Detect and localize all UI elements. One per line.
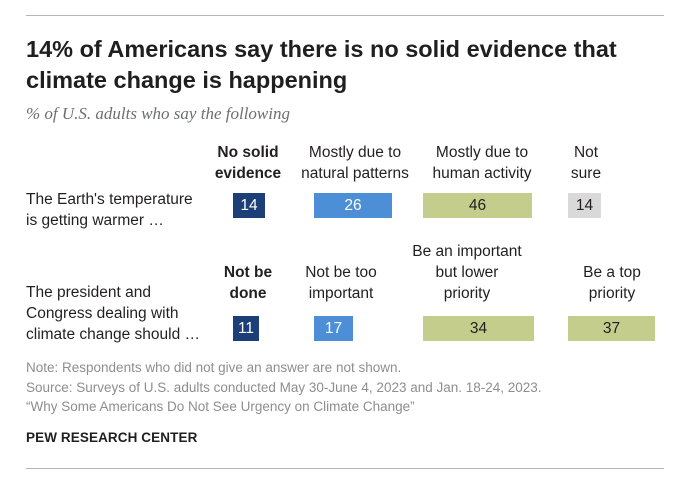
row2-label: The president and Congress dealing with …: [26, 284, 201, 343]
row1-bar-not-sure: [568, 193, 601, 218]
row1-value-not-sure: 14: [575, 197, 594, 214]
row1-value-no-solid-evidence: 14: [240, 197, 258, 214]
bottom-rule: [26, 468, 664, 469]
row1-col2-header: Mostly due to natural patterns: [301, 144, 409, 182]
row1-bar-no-solid-evidence: [233, 193, 265, 218]
row2-col2-header: Not be too important: [305, 264, 377, 302]
row2-col1-header: Not be done: [223, 264, 273, 302]
row2-bar-top-priority: [568, 316, 655, 341]
row2-value-lower-priority: 34: [469, 320, 488, 337]
row1-col4-header: Not sure: [570, 144, 602, 182]
row1-col1-header: No solid evidence: [214, 144, 282, 182]
top-rule: [26, 15, 664, 16]
report-title: “Why Some Americans Do Not See Urgency o…: [26, 399, 415, 414]
row2-bar-not-be-done: [233, 316, 259, 341]
row1-col3-header: Mostly due to human activity: [432, 144, 532, 182]
row2-bar-lower-priority: [423, 316, 534, 341]
row1-bar-natural-patterns: [314, 193, 392, 218]
chart-notes: Note: Respondents who did not give an an…: [26, 358, 542, 417]
source-text: Source: Surveys of U.S. adults conducted…: [26, 379, 542, 395]
row2-value-not-be-done: 11: [237, 320, 255, 337]
row2-col3-header: Be an important but lower priority: [412, 243, 522, 302]
row1-bar-human-activity: [423, 193, 532, 218]
row2-bar-not-too-important: [314, 316, 353, 341]
chart-subtitle: % of U.S. adults who say the following: [26, 104, 290, 123]
row1-value-human-activity: 46: [468, 197, 487, 214]
row2-value-not-too-important: 17: [324, 320, 343, 337]
row2-value-top-priority: 37: [602, 320, 621, 337]
row2-col4-header: Be a top priority: [583, 264, 641, 302]
row1-value-natural-patterns: 26: [344, 197, 362, 214]
chart-title: 14% of Americans say there is no solid e…: [26, 36, 617, 93]
brand-logo-text: PEW RESEARCH CENTER: [26, 430, 198, 445]
note-text: Note: Respondents who did not give an an…: [26, 360, 402, 375]
row1-label: The Earth's temperature is getting warme…: [26, 191, 193, 229]
